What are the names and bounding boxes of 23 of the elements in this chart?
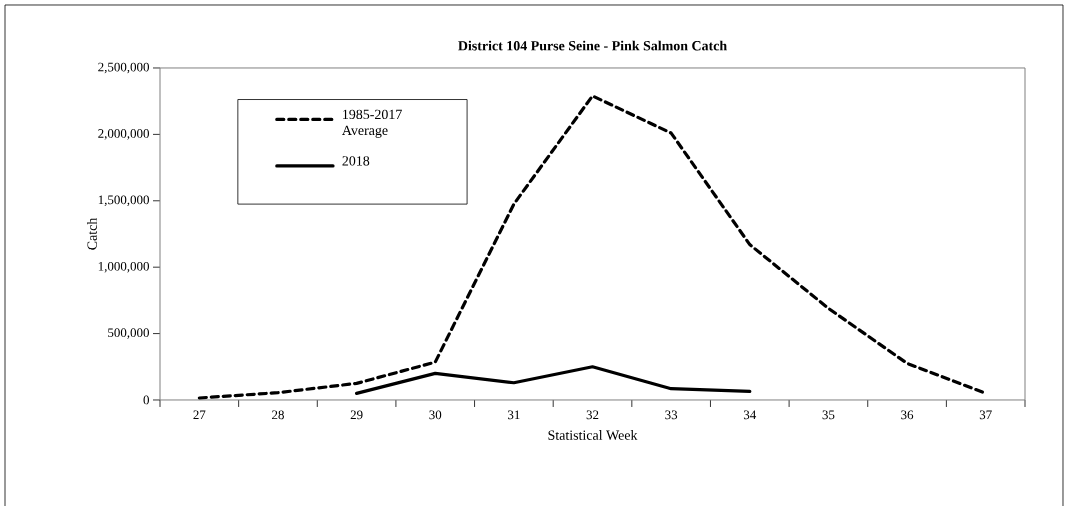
x-tick-label: 32 — [586, 410, 599, 420]
x-tick-label: 33 — [665, 410, 678, 420]
x-tick-label: 29 — [350, 410, 363, 420]
legend-label: 1985-2017 Average — [342, 109, 402, 138]
y-tick-label: 2,500,000 — [98, 62, 149, 74]
y-tick-label: 500,000 — [108, 328, 149, 339]
x-tick-label: 37 — [979, 410, 992, 420]
chart-title: District 104 Purse Seine - Pink Salmon Catch — [458, 40, 727, 51]
x-tick-label: 34 — [743, 410, 757, 420]
x-tick-label: 35 — [822, 410, 835, 420]
line-series — [355, 365, 752, 395]
x-tick-label: 27 — [193, 410, 206, 420]
x-axis-title: Statistical Week — [548, 430, 638, 440]
x-tick-label: 30 — [429, 410, 442, 420]
y-tick-label: 0 — [143, 395, 149, 405]
y-tick-label: 1,500,000 — [98, 195, 149, 207]
x-tick-label: 31 — [508, 410, 520, 420]
y-tick-label: 2,000,000 — [98, 129, 149, 140]
y-axis-title: Catch — [87, 217, 97, 250]
x-tick-label: 36 — [901, 410, 914, 420]
y-tick-label: 1,000,000 — [98, 261, 149, 273]
x-tick-label: 28 — [272, 410, 284, 420]
legend-label: 2018 — [342, 156, 370, 166]
